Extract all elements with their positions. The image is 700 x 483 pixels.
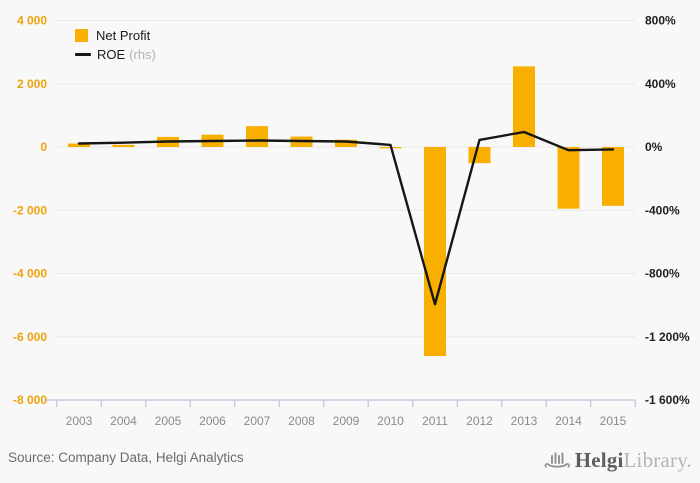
helgi-ship-icon [544,452,570,468]
x-axis-year-label-2008: 2008 [288,414,315,428]
left-axis-tick-label: -6 000 [13,330,47,344]
right-axis-tick-label: -1 600% [645,393,690,407]
bar-2014 [557,147,580,209]
legend-label-net-profit: Net Profit [96,28,151,43]
x-axis-year-label-2003: 2003 [66,414,93,428]
x-axis-year-label-2010: 2010 [377,414,404,428]
x-axis-year-label-2005: 2005 [155,414,182,428]
bar-2015 [602,147,624,206]
roe-line-swatch [75,53,91,56]
bar-2004 [112,144,135,147]
x-axis-year-label-2015: 2015 [600,414,627,428]
bar-2013 [513,66,535,147]
bar-2009 [335,139,357,147]
legend-label-roe-suffix: (rhs) [129,47,156,62]
legend: Net Profit ROE (rhs) [75,29,156,67]
helgi-library-logo: HelgiLibrary. [544,446,692,474]
x-axis-year-label-2007: 2007 [244,414,271,428]
x-axis-year-label-2013: 2013 [511,414,538,428]
net-profit-swatch [75,29,88,42]
bar-2007 [246,126,268,147]
x-axis-year-label-2006: 2006 [199,414,226,428]
logo-text: HelgiLibrary. [575,448,692,473]
logo-text-helgi: Helgi [574,447,624,472]
legend-item-net-profit: Net Profit [75,29,156,42]
left-axis-tick-label: 4 000 [17,14,47,28]
legend-item-roe: ROE (rhs) [75,48,156,61]
left-axis-tick-label: -8 000 [13,393,47,407]
x-axis-year-label-2009: 2009 [333,414,360,428]
left-axis-tick-label: 0 [40,140,47,154]
bar-2003 [68,143,90,147]
right-axis-tick-label: 800% [645,14,676,28]
right-axis-tick-label: -400% [645,203,680,217]
right-axis-tick-label: -1 200% [645,330,690,344]
x-axis-year-label-2004: 2004 [110,414,137,428]
left-axis-tick-label: -4 000 [13,267,47,281]
logo-text-library: Library. [623,447,692,472]
bar-2012 [468,147,491,164]
legend-label-roe: ROE [97,47,126,62]
x-axis-year-label-2011: 2011 [422,414,448,428]
source-note: Source: Company Data, Helgi Analytics [8,450,244,465]
left-axis-tick-label: 2 000 [17,77,47,91]
x-axis-year-label-2014: 2014 [555,414,582,428]
right-axis-tick-label: 0% [645,140,663,154]
x-axis-year-label-2012: 2012 [466,414,493,428]
left-axis-tick-label: -2 000 [13,203,47,217]
bar-2011 [424,147,446,357]
right-axis-tick-label: -800% [645,267,680,281]
chart-canvas: 4 000 2 000 0 -2 000 -4 000 -6 000 -8 000 800% 4… [13,14,690,429]
right-axis-tick-label: 400% [645,77,676,91]
roe-line [77,130,615,306]
